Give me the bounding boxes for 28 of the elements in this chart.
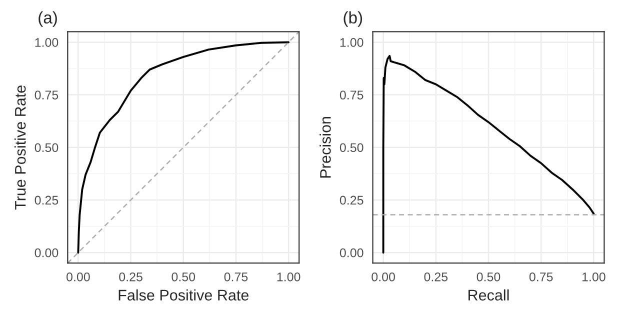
x-axis-title: Recall bbox=[468, 289, 509, 301]
line-series bbox=[382, 54, 595, 254]
y-axis-title: True Positive Rate bbox=[14, 86, 26, 210]
x-axis-title: False Positive Rate bbox=[118, 289, 249, 301]
y-tick-label: 0.50 bbox=[340, 143, 364, 152]
y-tick-label: 0.75 bbox=[34, 90, 58, 100]
x-tick-label: 0.50 bbox=[172, 272, 196, 282]
y-tick-label: 1.00 bbox=[35, 38, 58, 47]
x-tick-label: 0.25 bbox=[424, 272, 448, 282]
line-series bbox=[77, 41, 290, 254]
y-tick-label: 0.75 bbox=[340, 90, 364, 100]
x-tick-label: 0.00 bbox=[66, 272, 90, 282]
x-tick-label: 0.75 bbox=[224, 272, 248, 282]
y-tick-label: 1.00 bbox=[340, 38, 364, 47]
y-tick-label: 0.00 bbox=[340, 248, 364, 258]
x-tick-label: 0.75 bbox=[529, 272, 553, 282]
y-tick-label: 0.50 bbox=[34, 143, 58, 152]
x-tick-label: 1.00 bbox=[277, 272, 300, 282]
x-tick-label: 0.50 bbox=[476, 272, 500, 282]
chart-title: (a) bbox=[38, 11, 57, 27]
y-tick-label: 0.25 bbox=[340, 196, 364, 205]
y-tick-label: 0.00 bbox=[34, 248, 58, 258]
x-tick-label: 0.00 bbox=[372, 272, 395, 282]
y-axis-title: Precision bbox=[320, 116, 331, 178]
x-tick-label: 1.00 bbox=[582, 272, 606, 282]
chart-title: (b) bbox=[344, 11, 362, 27]
x-tick-label: 0.25 bbox=[119, 272, 142, 282]
y-tick-label: 0.25 bbox=[34, 196, 58, 205]
